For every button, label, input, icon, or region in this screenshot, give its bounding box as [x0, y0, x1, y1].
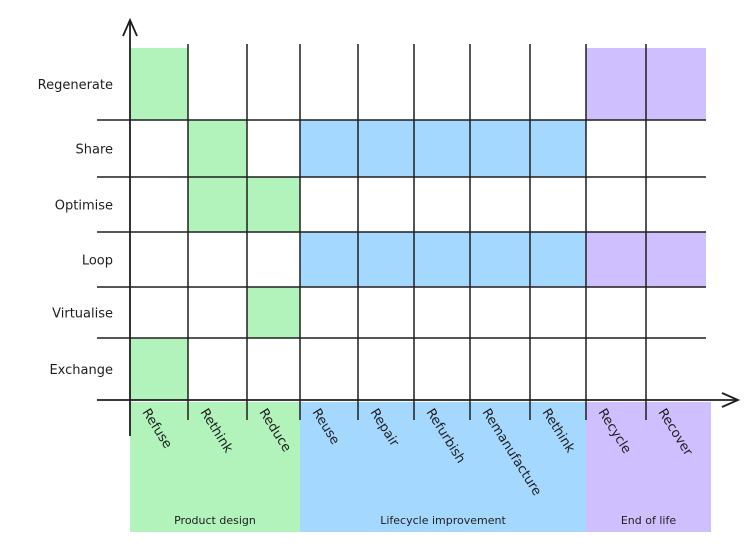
matrix-cell-regenerate: [130, 48, 188, 120]
matrix-cell-share: [414, 120, 470, 177]
matrix-cell-loop: [586, 232, 646, 287]
matrix-cell-loop: [530, 232, 586, 287]
group-box-lifecycle-improvement: [300, 402, 586, 532]
matrix-cell-loop: [414, 232, 470, 287]
row-label: Loop: [82, 254, 113, 269]
x-axis-arrow-icon: [721, 392, 741, 408]
matrix-cell-regenerate: [646, 48, 706, 120]
y-axis-arrow-icon: [122, 17, 138, 37]
group-label: Product design: [174, 514, 256, 527]
matrix-cell-optimise: [188, 177, 247, 232]
row-label: Regenerate: [38, 78, 113, 93]
row-label: Virtualise: [52, 307, 113, 322]
matrix-cell-loop: [470, 232, 530, 287]
matrix-cell-loop: [358, 232, 414, 287]
group-box-product-design: [130, 402, 300, 532]
row-label: Optimise: [55, 199, 113, 214]
group-label: End of life: [621, 514, 676, 527]
matrix-cell-share: [188, 120, 247, 177]
matrix-cell-loop: [646, 232, 706, 287]
matrix-cell-optimise: [247, 177, 300, 232]
matrix-cell-share: [300, 120, 358, 177]
matrix-cell-regenerate: [586, 48, 646, 120]
matrix-cell-share: [530, 120, 586, 177]
matrix-cell-exchange: [130, 338, 188, 400]
matrix-cell-loop: [300, 232, 358, 287]
row-label: Share: [75, 143, 113, 158]
matrix-cell-share: [470, 120, 530, 177]
group-box-end-of-life: [586, 402, 711, 532]
row-label: Exchange: [49, 363, 113, 378]
group-label: Lifecycle improvement: [380, 514, 506, 527]
matrix-cell-virtualise: [247, 287, 300, 338]
matrix-cell-share: [358, 120, 414, 177]
